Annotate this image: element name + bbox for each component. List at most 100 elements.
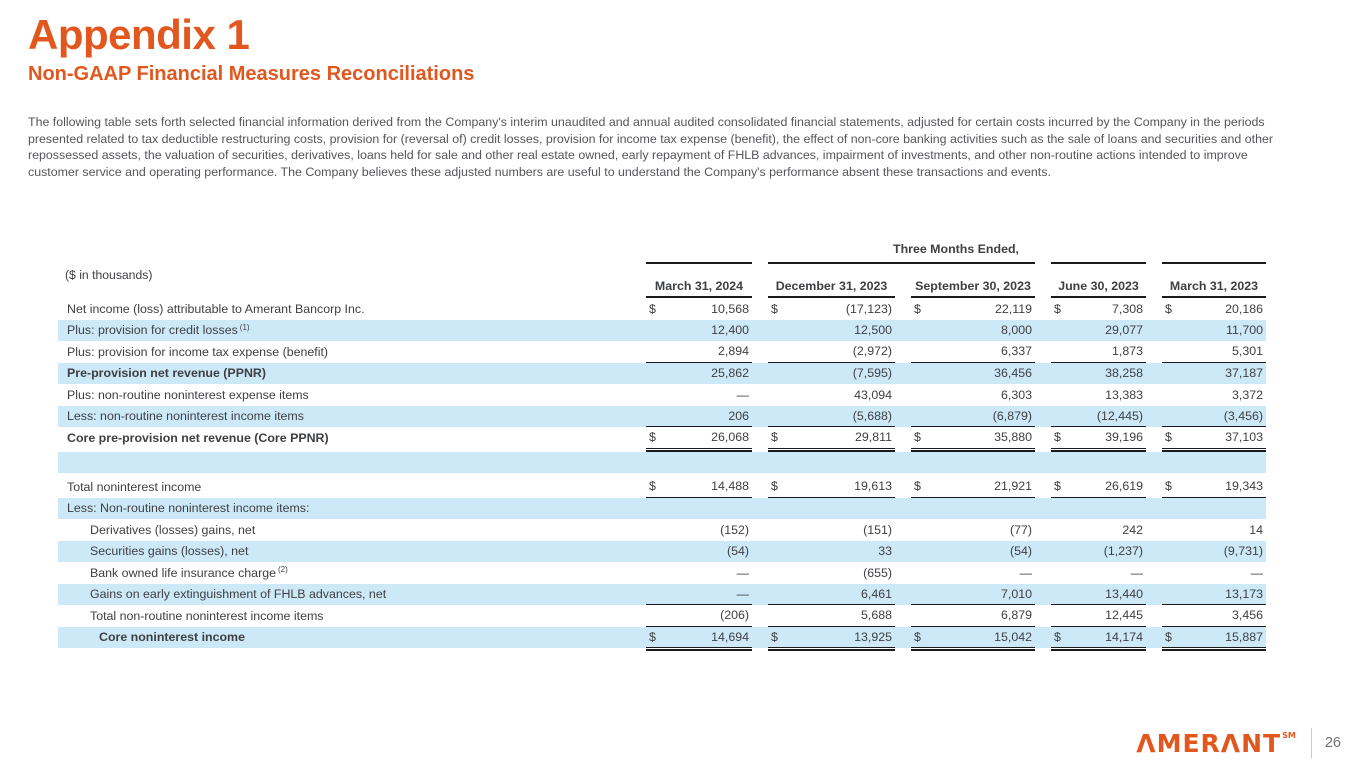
cell-value: $26,619 bbox=[1051, 476, 1146, 498]
row-label: Securities gains (losses), net bbox=[90, 544, 249, 559]
dollar-sign: $ bbox=[1165, 301, 1172, 316]
row-label: Less: Non-routine noninterest income ite… bbox=[67, 501, 310, 516]
header-rule-segment bbox=[1162, 242, 1266, 264]
column-header: December 31, 2023 bbox=[768, 264, 895, 298]
cell-value bbox=[646, 452, 752, 474]
table-group-header-row: Three Months Ended, bbox=[58, 242, 1266, 264]
dollar-sign: $ bbox=[1165, 479, 1172, 494]
cell-value: 6,303 bbox=[1000, 387, 1032, 402]
intro-paragraph: The following table sets forth selected … bbox=[28, 115, 1273, 179]
table-spacer-row bbox=[58, 451, 1266, 474]
cell-value: (1,237) bbox=[1103, 544, 1143, 559]
row-label: Plus: provision for income tax expense (… bbox=[67, 344, 329, 359]
cell-value: $21,921 bbox=[911, 476, 1035, 498]
dollar-sign: $ bbox=[914, 301, 921, 316]
row-label: Gains on early extinguishment of FHLB ad… bbox=[90, 587, 387, 602]
cell-value: $14,488 bbox=[646, 476, 752, 498]
slide-header: Appendix 1 Non-GAAP Financial Measures R… bbox=[28, 11, 475, 86]
column-header: June 30, 2023 bbox=[1051, 264, 1146, 298]
table-row: Plus: provision for credit losses (1) 12,4… bbox=[58, 319, 1266, 341]
row-label: Less: non-routine noninterest income ite… bbox=[67, 409, 304, 424]
cell-value: 12,400 bbox=[711, 323, 749, 338]
cell-value: $35,880 bbox=[911, 427, 1035, 451]
dollar-sign: $ bbox=[649, 479, 656, 494]
dollar-sign: $ bbox=[914, 479, 921, 494]
cell-value: — bbox=[646, 584, 752, 605]
cell-value: $39,196 bbox=[1051, 427, 1146, 451]
cell-value bbox=[1162, 452, 1266, 474]
cell-value: 29,077 bbox=[1105, 323, 1143, 338]
cell-value: (5,688) bbox=[768, 406, 895, 427]
dollar-sign: $ bbox=[1165, 430, 1172, 445]
cell-value: 8,000 bbox=[1000, 323, 1032, 338]
cell-value: 37,187 bbox=[1225, 366, 1263, 381]
cell-value: 5,688 bbox=[768, 605, 895, 627]
cell-value: 13,173 bbox=[1162, 584, 1266, 605]
table-row: Plus: non-routine noninterest expense it… bbox=[58, 384, 1266, 406]
cell-value: 3,372 bbox=[1231, 387, 1263, 402]
group-header-label: Three Months Ended, bbox=[893, 242, 1019, 256]
cell-value: $26,068 bbox=[646, 427, 752, 451]
cell-value: (9,731) bbox=[1223, 544, 1263, 559]
table-row: Gains on early extinguishment of FHLB ad… bbox=[58, 583, 1266, 605]
page-number: 26 bbox=[1324, 735, 1341, 751]
row-label: Pre-provision net revenue (PPNR) bbox=[67, 366, 266, 381]
cell-value: (152) bbox=[720, 522, 749, 537]
header-rule-segment bbox=[1051, 242, 1146, 264]
cell-value bbox=[1051, 498, 1146, 520]
cell-value bbox=[646, 498, 752, 520]
header-rule-segment bbox=[646, 242, 752, 264]
row-label: Total non-routine noninterest income ite… bbox=[90, 608, 324, 623]
cell-value: 36,456 bbox=[994, 366, 1032, 381]
cell-value: $15,887 bbox=[1162, 627, 1266, 651]
cell-value: 6,337 bbox=[911, 341, 1035, 363]
cell-value: 43,094 bbox=[854, 387, 892, 402]
row-label: Net income (loss) attributable to Ameran… bbox=[67, 301, 365, 316]
cell-value: 38,258 bbox=[1105, 366, 1143, 381]
table-column-header-row: ($ in thousands) March 31, 2024 December… bbox=[58, 264, 1266, 298]
table-row: Derivatives (losses) gains, net (152) (151… bbox=[58, 519, 1266, 541]
amerant-logo: ΛMERΛNTSM bbox=[1136, 728, 1296, 758]
dollar-sign: $ bbox=[649, 629, 656, 644]
dollar-sign: $ bbox=[1054, 629, 1061, 644]
table-row: Less: non-routine noninterest income ite… bbox=[58, 405, 1266, 427]
cell-value: (3,456) bbox=[1162, 406, 1266, 427]
cell-value: $37,103 bbox=[1162, 427, 1266, 451]
cell-value bbox=[1162, 498, 1266, 520]
cell-value: 5,301 bbox=[1162, 341, 1266, 363]
cell-value bbox=[1051, 452, 1146, 474]
cell-value: 242 bbox=[1122, 522, 1143, 537]
cell-value: 13,383 bbox=[1105, 387, 1143, 402]
cell-value: (7,595) bbox=[852, 366, 892, 381]
dollar-sign: $ bbox=[914, 629, 921, 644]
table-row: Net income (loss) attributable to Ameran… bbox=[58, 298, 1266, 320]
table-row: Core pre-provision net revenue (Core PPN… bbox=[58, 427, 1266, 451]
cell-value bbox=[768, 498, 895, 520]
dollar-sign: $ bbox=[771, 430, 778, 445]
dollar-sign: $ bbox=[649, 301, 656, 316]
cell-value: (2,972) bbox=[768, 341, 895, 363]
page-subtitle: Non-GAAP Financial Measures Reconciliati… bbox=[28, 63, 475, 86]
cell-value: 11,700 bbox=[1226, 323, 1263, 338]
row-label: Core noninterest income bbox=[99, 630, 245, 645]
row-label bbox=[58, 452, 630, 474]
cell-value: — bbox=[1250, 565, 1263, 580]
cell-value bbox=[911, 452, 1035, 474]
dollar-sign: $ bbox=[771, 629, 778, 644]
slide-footer: ΛMERΛNTSM 26 bbox=[1136, 728, 1341, 758]
cell-value: (12,445) bbox=[1051, 406, 1146, 427]
cell-value: $22,119 bbox=[914, 301, 1032, 316]
cell-value: 12,445 bbox=[1051, 605, 1146, 627]
cell-value bbox=[768, 452, 895, 474]
column-header: March 31, 2024 bbox=[646, 264, 752, 298]
table-row: Securities gains (losses), net (54) 33 (54)… bbox=[58, 540, 1266, 562]
cell-value: 14 bbox=[1249, 522, 1263, 537]
cell-value: $20,186 bbox=[1165, 301, 1263, 316]
cell-value: 3,456 bbox=[1162, 605, 1266, 627]
cell-value: $14,174 bbox=[1051, 627, 1146, 651]
table-row: Plus: provision for income tax expense (… bbox=[58, 341, 1266, 363]
dollar-sign: $ bbox=[914, 430, 921, 445]
dollar-sign: $ bbox=[1054, 430, 1061, 445]
footer-divider bbox=[1310, 728, 1312, 758]
